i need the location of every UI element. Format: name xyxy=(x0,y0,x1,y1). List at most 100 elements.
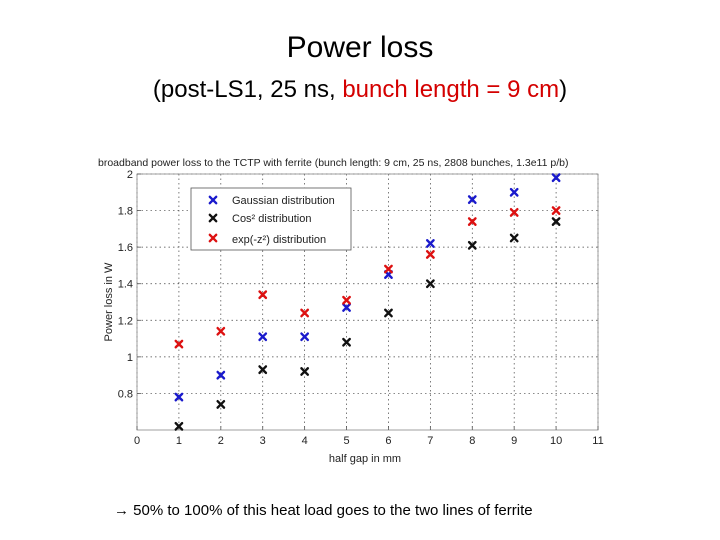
x-tick-label: 4 xyxy=(302,435,308,447)
marker-stroke xyxy=(342,303,351,312)
marker-stroke xyxy=(551,206,561,215)
marker-stroke xyxy=(551,217,561,226)
data-point-cos2 xyxy=(174,421,184,431)
y-tick-label: 1.4 xyxy=(118,279,133,291)
marker-stroke xyxy=(342,337,351,347)
y-tick-label: 2 xyxy=(127,169,133,181)
data-point-exp xyxy=(258,290,268,300)
marker-stroke xyxy=(216,326,226,336)
data-point-gaussian xyxy=(174,392,184,402)
marker-stroke xyxy=(258,365,268,375)
marker-stroke xyxy=(258,290,268,300)
x-tick-label: 10 xyxy=(550,435,562,447)
marker-stroke xyxy=(509,207,519,217)
marker-stroke xyxy=(216,400,226,409)
subtitle-prefix: (post-LS1, 25 ns, xyxy=(152,76,343,103)
data-point-cos2 xyxy=(467,240,477,250)
data-point-cos2 xyxy=(300,367,310,376)
data-point-gaussian xyxy=(342,303,351,312)
data-point-gaussian xyxy=(509,187,519,197)
data-point-cos2 xyxy=(216,400,226,409)
marker-stroke xyxy=(425,239,435,248)
marker-stroke xyxy=(216,370,226,380)
data-point-exp xyxy=(216,326,226,336)
marker-stroke xyxy=(174,339,184,349)
marker-stroke xyxy=(300,367,310,376)
marker-stroke xyxy=(467,240,477,250)
x-tick-label: 9 xyxy=(511,435,517,447)
marker-stroke xyxy=(174,392,184,402)
legend-marker-gaussian xyxy=(208,195,218,205)
data-points xyxy=(174,173,561,431)
legend-box xyxy=(190,187,352,251)
x-tick-label: 6 xyxy=(385,435,391,447)
marker-stroke xyxy=(425,279,435,289)
x-tick-label: 11 xyxy=(592,435,603,447)
data-point-gaussian xyxy=(467,195,477,205)
data-point-exp xyxy=(509,207,519,217)
marker-stroke xyxy=(425,250,435,259)
x-tick-label: 7 xyxy=(427,435,433,447)
x-tick-label: 2 xyxy=(218,435,224,447)
marker-stroke xyxy=(509,233,519,243)
x-axis-label: half gap in mm xyxy=(329,453,401,465)
y-tick-label: 1.6 xyxy=(118,242,133,254)
chart-legend: Gaussian distribution Cos² distribution … xyxy=(190,187,352,251)
marker-stroke xyxy=(174,421,184,431)
legend-label-exp: exp(-z²) distribution xyxy=(232,234,326,246)
data-point-cos2 xyxy=(384,308,393,318)
data-point-gaussian xyxy=(425,239,435,248)
marker-stroke xyxy=(208,213,218,223)
x-tick-label: 0 xyxy=(134,435,140,447)
data-point-exp xyxy=(551,206,561,215)
chart-container: broadband power loss to the TCTP with fe… xyxy=(98,157,604,465)
legend-label-cos2: Cos² distribution xyxy=(232,213,311,225)
data-point-gaussian xyxy=(551,173,561,183)
y-axis-ticks: 0.8 1 1.2 1.4 1.6 1.8 2 xyxy=(118,169,141,400)
data-point-exp xyxy=(425,250,435,259)
footnote-text: 50% to 100% of this heat load goes to th… xyxy=(133,502,533,519)
data-point-exp xyxy=(384,264,393,274)
marker-stroke xyxy=(342,295,351,305)
marker-stroke xyxy=(384,308,393,318)
data-point-cos2 xyxy=(258,365,268,375)
y-tick-label: 1 xyxy=(127,352,133,364)
marker-stroke xyxy=(258,332,268,342)
marker-stroke xyxy=(208,233,218,243)
footnote: → 50% to 100% of this heat load goes to … xyxy=(114,500,533,522)
data-point-exp xyxy=(467,217,477,226)
data-point-exp xyxy=(300,308,310,318)
data-point-gaussian xyxy=(258,332,268,342)
legend-marker-exp xyxy=(208,233,218,243)
data-point-cos2 xyxy=(342,337,351,347)
data-point-cos2 xyxy=(425,279,435,289)
marker-stroke xyxy=(300,332,310,342)
x-axis-ticks: 0 1 2 3 4 5 6 7 8 9 10 11 xyxy=(134,426,604,447)
marker-stroke xyxy=(467,217,477,226)
legend-marker-cos2 xyxy=(208,213,218,223)
y-tick-label: 1.2 xyxy=(118,315,133,327)
x-tick-label: 8 xyxy=(469,435,475,447)
data-point-gaussian xyxy=(216,370,226,380)
y-tick-label: 1.8 xyxy=(118,206,133,218)
marker-stroke xyxy=(551,173,561,183)
data-point-cos2 xyxy=(551,217,561,226)
marker-stroke xyxy=(467,195,477,205)
x-tick-label: 3 xyxy=(260,435,266,447)
marker-stroke xyxy=(300,308,310,318)
data-point-exp xyxy=(174,339,184,349)
data-point-cos2 xyxy=(509,233,519,243)
x-tick-label: 1 xyxy=(176,435,182,447)
arrow-right-icon: → xyxy=(114,502,129,519)
marker-stroke xyxy=(208,195,218,205)
x-tick-label: 5 xyxy=(343,435,349,447)
marker-stroke xyxy=(509,187,519,197)
slide-title: Power loss xyxy=(286,31,434,64)
subtitle-suffix: ) xyxy=(559,76,568,103)
y-tick-label: 0.8 xyxy=(118,388,133,400)
data-point-gaussian xyxy=(300,332,310,342)
marker-stroke xyxy=(384,264,393,274)
subtitle-highlight: bunch length = 9 cm xyxy=(342,76,560,103)
y-axis-label: Power loss in W xyxy=(103,262,115,341)
power-loss-chart: broadband power loss to the TCTP with fe… xyxy=(98,157,604,465)
